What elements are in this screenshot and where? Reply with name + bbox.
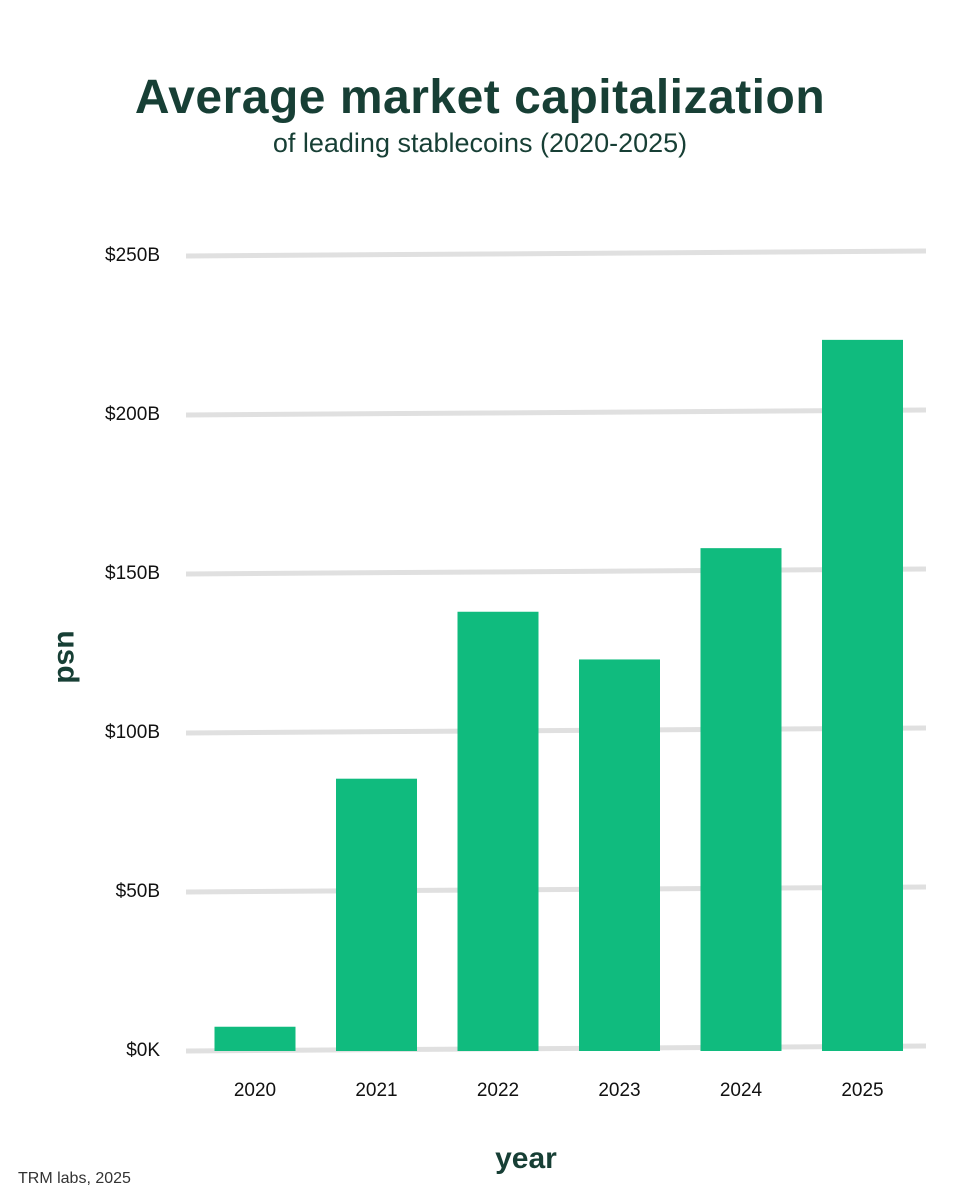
- x-tick-label: 2025: [841, 1080, 883, 1101]
- bar-2021: [336, 778, 417, 1051]
- bars: [214, 339, 903, 1051]
- y-tick-label: $0K: [126, 1040, 160, 1061]
- y-tick-label: $200B: [105, 404, 160, 425]
- grid-line: [185, 725, 927, 736]
- x-tick-label: 2024: [720, 1080, 763, 1101]
- y-axis-label: usd: [51, 630, 84, 683]
- grid-line: [185, 1043, 927, 1054]
- y-tick-label: $50B: [116, 881, 160, 902]
- grid-lines: [185, 248, 927, 1054]
- bar-2020: [214, 1026, 296, 1051]
- bar-2025: [822, 339, 903, 1051]
- chart-title: Average market capitalization: [134, 71, 826, 124]
- chart-subtitle: of leading stablecoins (2020-2025): [272, 128, 688, 158]
- y-tick-label: $100B: [105, 722, 160, 743]
- y-tick-label: $150B: [105, 563, 160, 584]
- x-axis-label: year: [495, 1142, 557, 1175]
- x-tick-labels: 2020 2021 2022 2023 2024 2025: [234, 1080, 884, 1101]
- grid-line: [185, 248, 927, 259]
- x-tick-label: 2023: [598, 1080, 640, 1101]
- y-tick-labels: $0K $50B $100B $150B $200B $250B: [105, 245, 160, 1061]
- x-tick-label: 2021: [355, 1080, 397, 1101]
- bar-2024: [700, 548, 782, 1051]
- bar-2023: [579, 659, 660, 1051]
- grid-line: [185, 884, 927, 895]
- x-tick-label: 2022: [477, 1080, 519, 1101]
- bar-2022: [457, 611, 539, 1051]
- grid-line: [185, 566, 927, 577]
- source-note: TRM labs, 2025: [18, 1170, 131, 1187]
- y-tick-label: $250B: [105, 245, 160, 266]
- grid-line: [185, 407, 927, 418]
- x-tick-label: 2020: [234, 1080, 276, 1101]
